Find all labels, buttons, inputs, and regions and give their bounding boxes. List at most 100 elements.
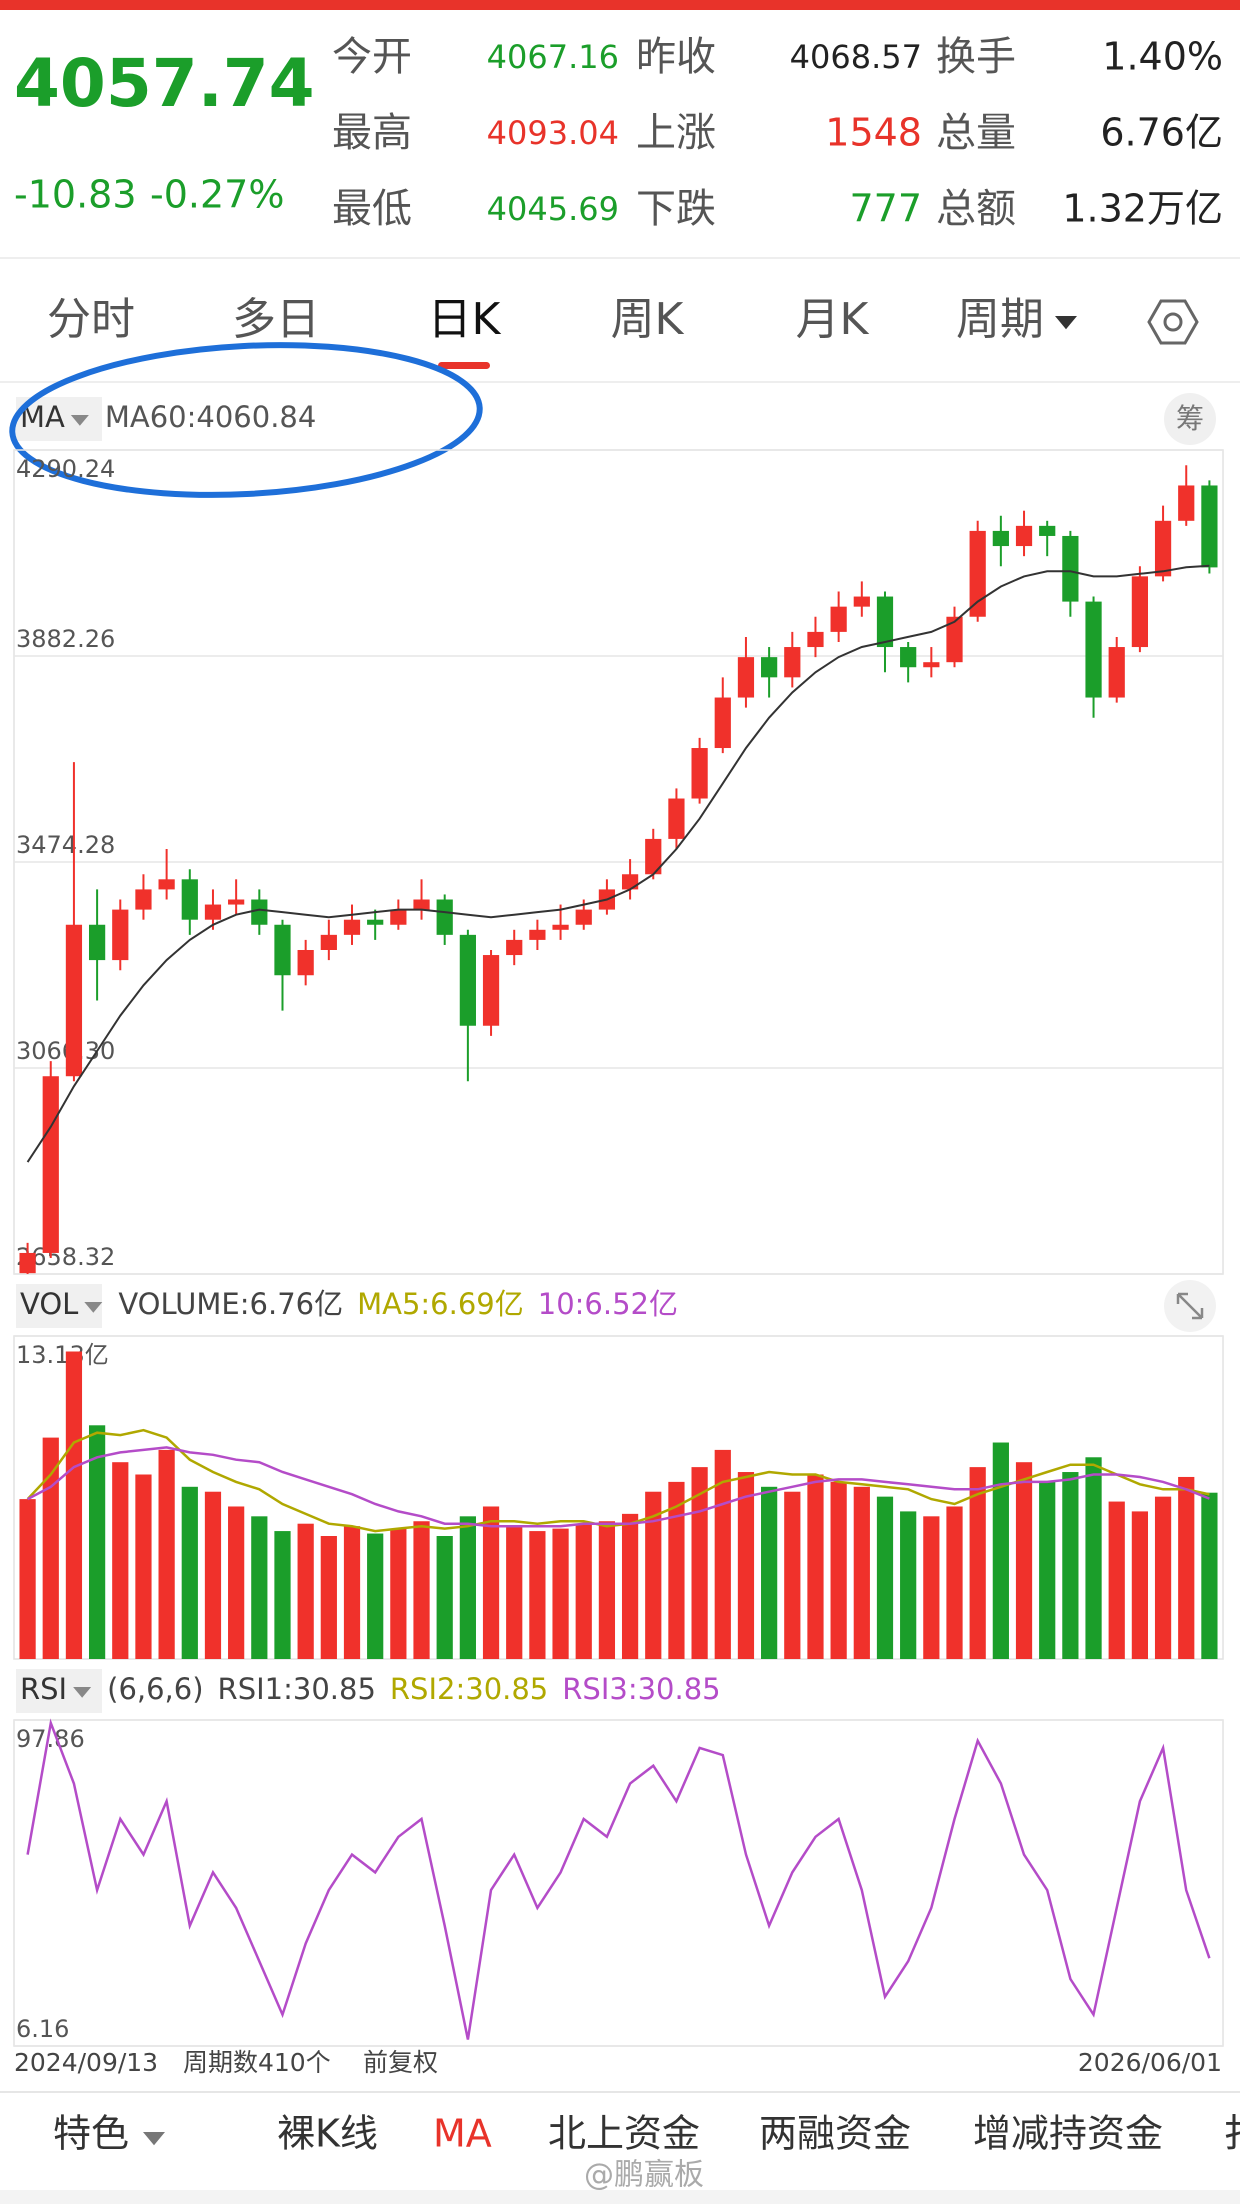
volume-bar — [737, 1472, 755, 1659]
volume-bar — [1154, 1496, 1172, 1659]
volume-bar — [135, 1474, 152, 1659]
dropdown-arrow — [143, 2132, 165, 2146]
y-tick-label: 3066.30 — [16, 1037, 115, 1065]
field-value: 777 — [849, 187, 922, 231]
volume-bar — [158, 1449, 175, 1659]
volume-bar — [204, 1491, 222, 1659]
tab[interactable]: 月K — [796, 294, 870, 345]
field-label: 最低 — [332, 186, 412, 232]
candle-body — [853, 596, 870, 607]
volume-bar — [946, 1506, 963, 1659]
candle-body — [761, 657, 778, 678]
candle-body — [784, 647, 801, 678]
field-label: 今开 — [332, 34, 412, 80]
dropdown-arrow — [84, 1302, 103, 1313]
expand-icon — [1176, 1292, 1204, 1320]
candle-body — [668, 798, 685, 839]
bottom-tab[interactable]: 裸K线 — [277, 2112, 378, 2156]
candle-body — [135, 889, 152, 910]
volume-bar — [1178, 1476, 1195, 1659]
volume-bar — [598, 1521, 616, 1659]
legend-item: (6,6,6) — [107, 1672, 203, 1706]
y-tick-label: 13.13亿 — [16, 1341, 109, 1369]
volume-bar — [1201, 1492, 1218, 1659]
bottom-tab[interactable]: 北上资金 — [548, 2112, 700, 2156]
chip-button[interactable] — [1164, 393, 1216, 445]
bottom-tab[interactable]: MA — [433, 2112, 492, 2156]
candle-body — [876, 596, 894, 648]
field-label: 下跌 — [636, 186, 716, 232]
volume-bar — [668, 1481, 685, 1659]
field-value: 4067.16 — [487, 38, 619, 76]
volume-bar — [691, 1467, 708, 1659]
bottom-tab[interactable]: 扌 — [1223, 2112, 1240, 2156]
field-value: 1.32万亿 — [1062, 187, 1223, 231]
field-label: 昨收 — [636, 34, 716, 80]
tab[interactable]: 周期 — [956, 294, 1044, 345]
y-tick-label: 6.16 — [16, 2015, 69, 2043]
volume-bar — [251, 1516, 268, 1659]
candle-body — [969, 530, 986, 617]
volume-bar — [482, 1506, 500, 1659]
tab[interactable]: 分时 — [47, 294, 135, 345]
volume-bar — [274, 1531, 291, 1659]
candle-body — [529, 929, 546, 940]
field-value: 1.40% — [1102, 35, 1223, 79]
x-start: 2024/09/13 — [14, 2048, 158, 2077]
volume-bar — [181, 1486, 198, 1659]
volume-bar — [621, 1513, 639, 1659]
volume-bar — [1015, 1462, 1033, 1659]
candle-body — [251, 899, 268, 925]
candle-body — [42, 1076, 59, 1253]
candle-body — [228, 899, 245, 905]
field-value: 1548 — [825, 111, 922, 155]
volume-bar — [112, 1462, 129, 1659]
top-strip — [0, 0, 1240, 10]
tab[interactable]: 日K — [428, 294, 502, 345]
legend-item: RSI1:30.85 — [218, 1672, 376, 1706]
volume-bar — [761, 1486, 778, 1659]
volume-bar — [320, 1535, 337, 1659]
volume-bar — [413, 1521, 430, 1659]
volume-bar — [1131, 1511, 1149, 1659]
field-label: 总量 — [936, 110, 1016, 156]
legend-item: MA5:6.69亿 — [357, 1287, 524, 1321]
y-tick-label: 3474.28 — [16, 831, 115, 859]
volume-bar — [900, 1511, 917, 1659]
volume-bar — [42, 1437, 59, 1659]
candle-body — [830, 606, 847, 632]
field-value: 4093.04 — [487, 114, 619, 152]
candle-body — [1201, 485, 1218, 568]
settings-icon[interactable] — [1147, 299, 1199, 345]
bottom-tab[interactable]: 增减持资金 — [973, 2112, 1163, 2156]
change-pct: -0.27% — [150, 173, 284, 217]
candle-body — [691, 748, 708, 799]
tab[interactable]: 周K — [611, 294, 685, 345]
candle-body — [737, 657, 755, 698]
volume-bar — [830, 1481, 847, 1659]
volume-bar — [1108, 1501, 1125, 1659]
tab[interactable]: 多日 — [232, 294, 320, 345]
volume-bar — [343, 1526, 361, 1659]
volume-bar — [992, 1442, 1009, 1659]
selector: VOL — [20, 1287, 78, 1321]
volume-bar — [459, 1516, 476, 1659]
bottom-tab[interactable]: 特色 — [53, 2112, 129, 2156]
volume-bar — [436, 1535, 453, 1659]
candle-body — [946, 616, 963, 663]
field-label: 总额 — [936, 186, 1016, 232]
indicator-line — [26, 564, 1210, 1163]
tab-underline — [438, 362, 490, 369]
volume-bar — [1039, 1481, 1056, 1659]
candle-body — [923, 662, 940, 668]
volume-bar — [19, 1499, 36, 1659]
legend-item: 10:6.52亿 — [538, 1287, 678, 1321]
change: -10.83 — [14, 173, 137, 217]
volume-bar — [575, 1523, 592, 1659]
bottom-tab[interactable]: 两融资金 — [759, 2112, 911, 2156]
indicator-line — [27, 1446, 1210, 1528]
dropdown-arrow — [1055, 316, 1077, 330]
legend-item: MA60:4060.84 — [105, 400, 316, 434]
